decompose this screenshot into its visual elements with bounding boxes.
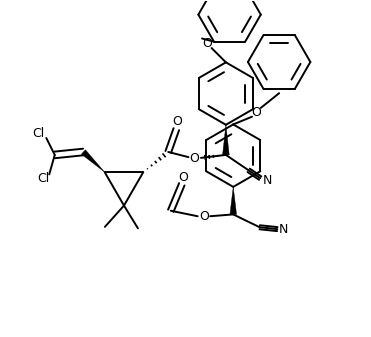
Text: Cl: Cl bbox=[32, 127, 45, 140]
Text: O: O bbox=[252, 106, 261, 119]
Text: Cl: Cl bbox=[37, 172, 50, 185]
Text: O: O bbox=[202, 37, 212, 50]
Polygon shape bbox=[81, 150, 105, 172]
Text: O: O bbox=[190, 152, 200, 165]
Polygon shape bbox=[230, 187, 237, 214]
Polygon shape bbox=[223, 125, 229, 155]
Text: O: O bbox=[179, 171, 188, 184]
Text: O: O bbox=[199, 210, 209, 223]
Text: N: N bbox=[279, 223, 289, 236]
Text: N: N bbox=[263, 174, 272, 186]
Text: O: O bbox=[172, 115, 182, 128]
